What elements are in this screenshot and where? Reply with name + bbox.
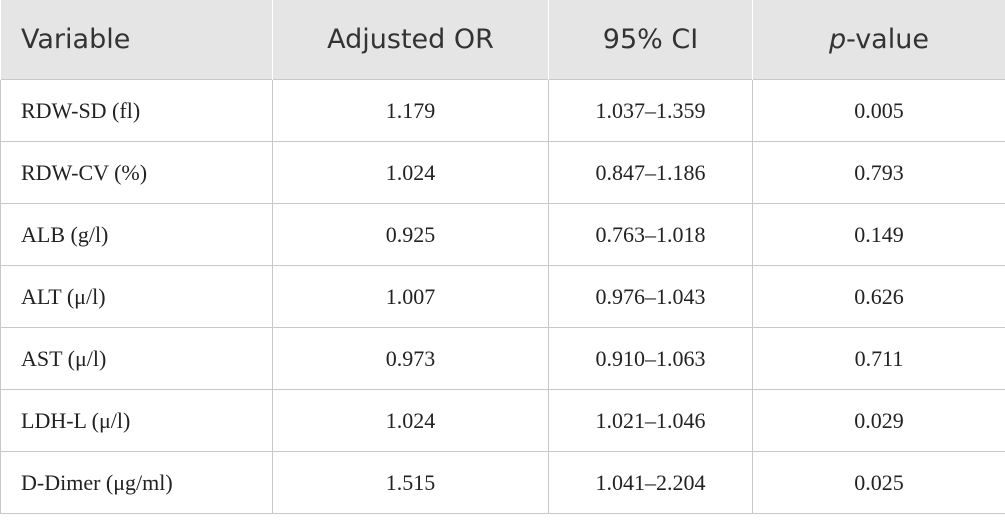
table-cell: 0.910–1.063 [548, 327, 753, 390]
table-cell: 0.925 [272, 203, 549, 266]
table-cell: 0.149 [752, 203, 1005, 266]
header-cell: Adjusted OR [272, 0, 549, 80]
table-row: ALT (μ/l) 1.007 0.976–1.043 0.626 [0, 265, 1005, 328]
table-row: ALB (g/l) 0.925 0.763–1.018 0.149 [0, 203, 1005, 266]
table-cell: 1.041–2.204 [548, 451, 753, 514]
table-row: D-Dimer (μg/ml) 1.515 1.041–2.204 0.025 [0, 451, 1005, 514]
table-cell: 0.029 [752, 389, 1005, 452]
header-cell: 95% CI [548, 0, 753, 80]
table-body: RDW-SD (fl) 1.179 1.037–1.359 0.005 RDW-CV (… [0, 79, 1005, 514]
table-cell: 0.005 [752, 79, 1005, 142]
table-cell: 1.179 [272, 79, 549, 142]
table-row: RDW-CV (%) 1.024 0.847–1.186 0.793 [0, 141, 1005, 204]
table-cell: ALB (g/l) [0, 203, 273, 266]
table-cell: D-Dimer (μg/ml) [0, 451, 273, 514]
table-row: LDH-L (μ/l) 1.024 1.021–1.046 0.029 [0, 389, 1005, 452]
table-cell: 1.024 [272, 141, 549, 204]
table-cell: RDW-SD (fl) [0, 79, 273, 142]
table-cell: LDH-L (μ/l) [0, 389, 273, 452]
table-cell: 1.007 [272, 265, 549, 328]
table-cell: AST (μ/l) [0, 327, 273, 390]
table-cell: 1.515 [272, 451, 549, 514]
table-cell: 0.025 [752, 451, 1005, 514]
table-cell: 0.847–1.186 [548, 141, 753, 204]
header-cell: Variable [0, 0, 273, 80]
table-cell: 1.021–1.046 [548, 389, 753, 452]
header-cell: p-value [752, 0, 1005, 80]
table-cell: 0.711 [752, 327, 1005, 390]
table-row: AST (μ/l) 0.973 0.910–1.063 0.711 [0, 327, 1005, 390]
header-row: Variable Adjusted OR 95% CI p-value [0, 0, 1005, 80]
table-cell: 0.973 [272, 327, 549, 390]
table-cell: 0.626 [752, 265, 1005, 328]
table-cell: 0.976–1.043 [548, 265, 753, 328]
table-cell: RDW-CV (%) [0, 141, 273, 204]
table-cell: 0.763–1.018 [548, 203, 753, 266]
table-row: RDW-SD (fl) 1.179 1.037–1.359 0.005 [0, 79, 1005, 142]
table-cell: 1.037–1.359 [548, 79, 753, 142]
table-cell: 0.793 [752, 141, 1005, 204]
table-cell: ALT (μ/l) [0, 265, 273, 328]
results-table: Variable Adjusted OR 95% CI p-value RDW-SD … [0, 0, 1005, 514]
table-cell: 1.024 [272, 389, 549, 452]
